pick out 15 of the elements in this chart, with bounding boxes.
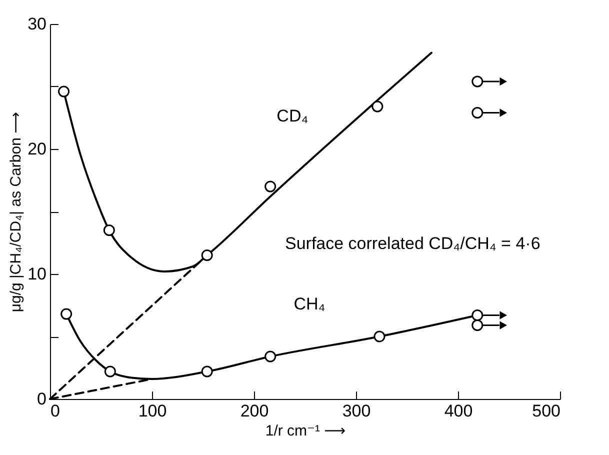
series-label: CD₄ — [276, 106, 308, 126]
x-tick-label: 400 — [444, 402, 473, 420]
y-tick-label: 10 — [28, 264, 46, 284]
x-tick-label: 200 — [240, 402, 269, 420]
y-tick-label: 30 — [28, 14, 46, 34]
x-tick-label: 500 — [532, 402, 560, 420]
x-tick-label: 300 — [342, 402, 371, 420]
x-tick-label: 100 — [138, 402, 167, 420]
annotation: Surface correlated CD₄/CH₄ = 4·6 — [285, 234, 540, 253]
y-axis-title: μg/g |CH₄/CD₄| as Carbon ⟶ — [8, 112, 25, 312]
series-label: CH₄ — [294, 294, 326, 314]
y-tick-label: 0 — [37, 390, 46, 408]
y-tick-label: 20 — [28, 140, 46, 158]
x-axis-title: 1/r cm⁻¹ ⟶ — [265, 422, 346, 440]
x-tick-label: 0 — [50, 402, 60, 420]
